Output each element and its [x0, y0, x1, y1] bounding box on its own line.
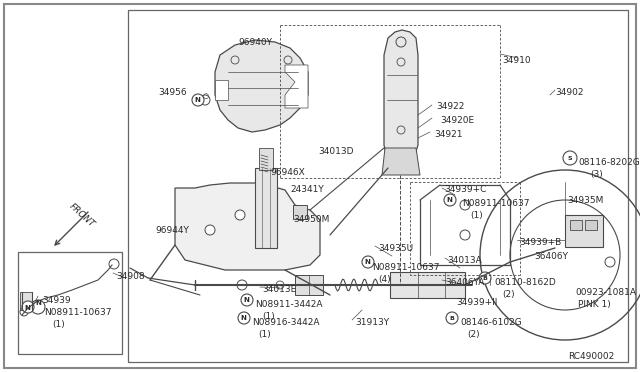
Text: 36406Y: 36406Y [534, 252, 568, 261]
Polygon shape [382, 148, 420, 175]
Text: 34939+C: 34939+C [444, 185, 486, 194]
Text: (1): (1) [262, 312, 275, 321]
Bar [128, 10, 628, 362]
Polygon shape [175, 183, 320, 270]
Circle shape [563, 151, 577, 165]
Circle shape [237, 280, 247, 290]
Text: 34950M: 34950M [293, 215, 330, 224]
Text: 96944Y: 96944Y [155, 226, 189, 235]
Text: N: N [24, 305, 30, 311]
Text: 34935U: 34935U [378, 244, 413, 253]
Text: 34935M: 34935M [567, 196, 604, 205]
Text: 34910: 34910 [502, 56, 531, 65]
Text: 31913Y: 31913Y [355, 318, 389, 327]
Text: 24341Y: 24341Y [290, 185, 324, 194]
Bar [585, 220, 597, 230]
Text: (1): (1) [52, 320, 65, 329]
Circle shape [22, 301, 34, 313]
Text: 34908: 34908 [116, 272, 145, 281]
Text: 34902: 34902 [555, 88, 584, 97]
Bar [295, 275, 323, 295]
Text: 08110-8162D: 08110-8162D [494, 278, 556, 287]
Circle shape [241, 294, 253, 306]
Bar [18, 252, 122, 354]
Text: 96940Y: 96940Y [238, 38, 272, 47]
Text: 34921: 34921 [434, 130, 463, 139]
Text: N08916-3442A: N08916-3442A [252, 318, 319, 327]
Circle shape [205, 225, 215, 235]
Text: 34013A: 34013A [447, 256, 482, 265]
Text: 34013D: 34013D [318, 147, 353, 156]
Text: (4): (4) [378, 275, 390, 284]
Bar [20, 292, 32, 310]
Circle shape [235, 210, 245, 220]
Text: B: B [449, 316, 454, 321]
Text: 08146-6102G: 08146-6102G [460, 318, 522, 327]
Text: (2): (2) [467, 330, 479, 339]
Text: N: N [194, 97, 200, 103]
Circle shape [479, 272, 491, 284]
Text: N08911-3442A: N08911-3442A [255, 300, 323, 309]
Bar [565, 215, 603, 247]
Text: N: N [364, 260, 370, 266]
Circle shape [192, 94, 204, 106]
Text: N: N [243, 298, 249, 304]
Polygon shape [384, 30, 418, 168]
Text: 34939+B: 34939+B [519, 238, 561, 247]
Text: 34922: 34922 [436, 102, 465, 111]
Text: PINK 1): PINK 1) [578, 300, 611, 309]
Text: 08116-8202G: 08116-8202G [578, 158, 640, 167]
Polygon shape [215, 80, 228, 100]
Text: (1): (1) [258, 330, 271, 339]
Bar [293, 205, 307, 219]
Polygon shape [215, 40, 308, 132]
Circle shape [200, 95, 210, 105]
Text: 34939: 34939 [42, 296, 70, 305]
Text: 34939+II: 34939+II [456, 298, 497, 307]
Text: 00923-1081A: 00923-1081A [575, 288, 636, 297]
Text: 36406YA: 36406YA [445, 278, 484, 287]
Bar [570, 220, 582, 230]
Circle shape [444, 194, 456, 206]
Text: RC490002: RC490002 [568, 352, 614, 361]
Circle shape [31, 300, 45, 314]
Bar [255, 168, 277, 248]
Bar [390, 272, 465, 298]
Circle shape [446, 312, 458, 324]
Bar [259, 148, 273, 170]
Text: 34920E: 34920E [440, 116, 474, 125]
Text: S: S [568, 156, 572, 161]
Text: N: N [35, 300, 41, 306]
Text: N08911-10637: N08911-10637 [44, 308, 111, 317]
Polygon shape [285, 65, 308, 108]
Text: N08911-10637: N08911-10637 [372, 263, 440, 272]
Text: (1): (1) [470, 211, 483, 220]
Text: ○: ○ [203, 93, 209, 99]
Text: 34956: 34956 [158, 88, 187, 97]
Text: 96946X: 96946X [270, 168, 305, 177]
Text: FRONT: FRONT [68, 201, 97, 229]
Text: B: B [483, 276, 488, 281]
Text: N: N [446, 198, 452, 203]
Circle shape [362, 256, 374, 268]
Circle shape [238, 312, 250, 324]
Text: (3): (3) [590, 170, 603, 179]
Circle shape [276, 281, 284, 289]
Text: N: N [240, 315, 246, 321]
Text: (2): (2) [502, 290, 515, 299]
Text: 34013E: 34013E [262, 285, 296, 294]
Text: N08911-10637: N08911-10637 [462, 199, 529, 208]
